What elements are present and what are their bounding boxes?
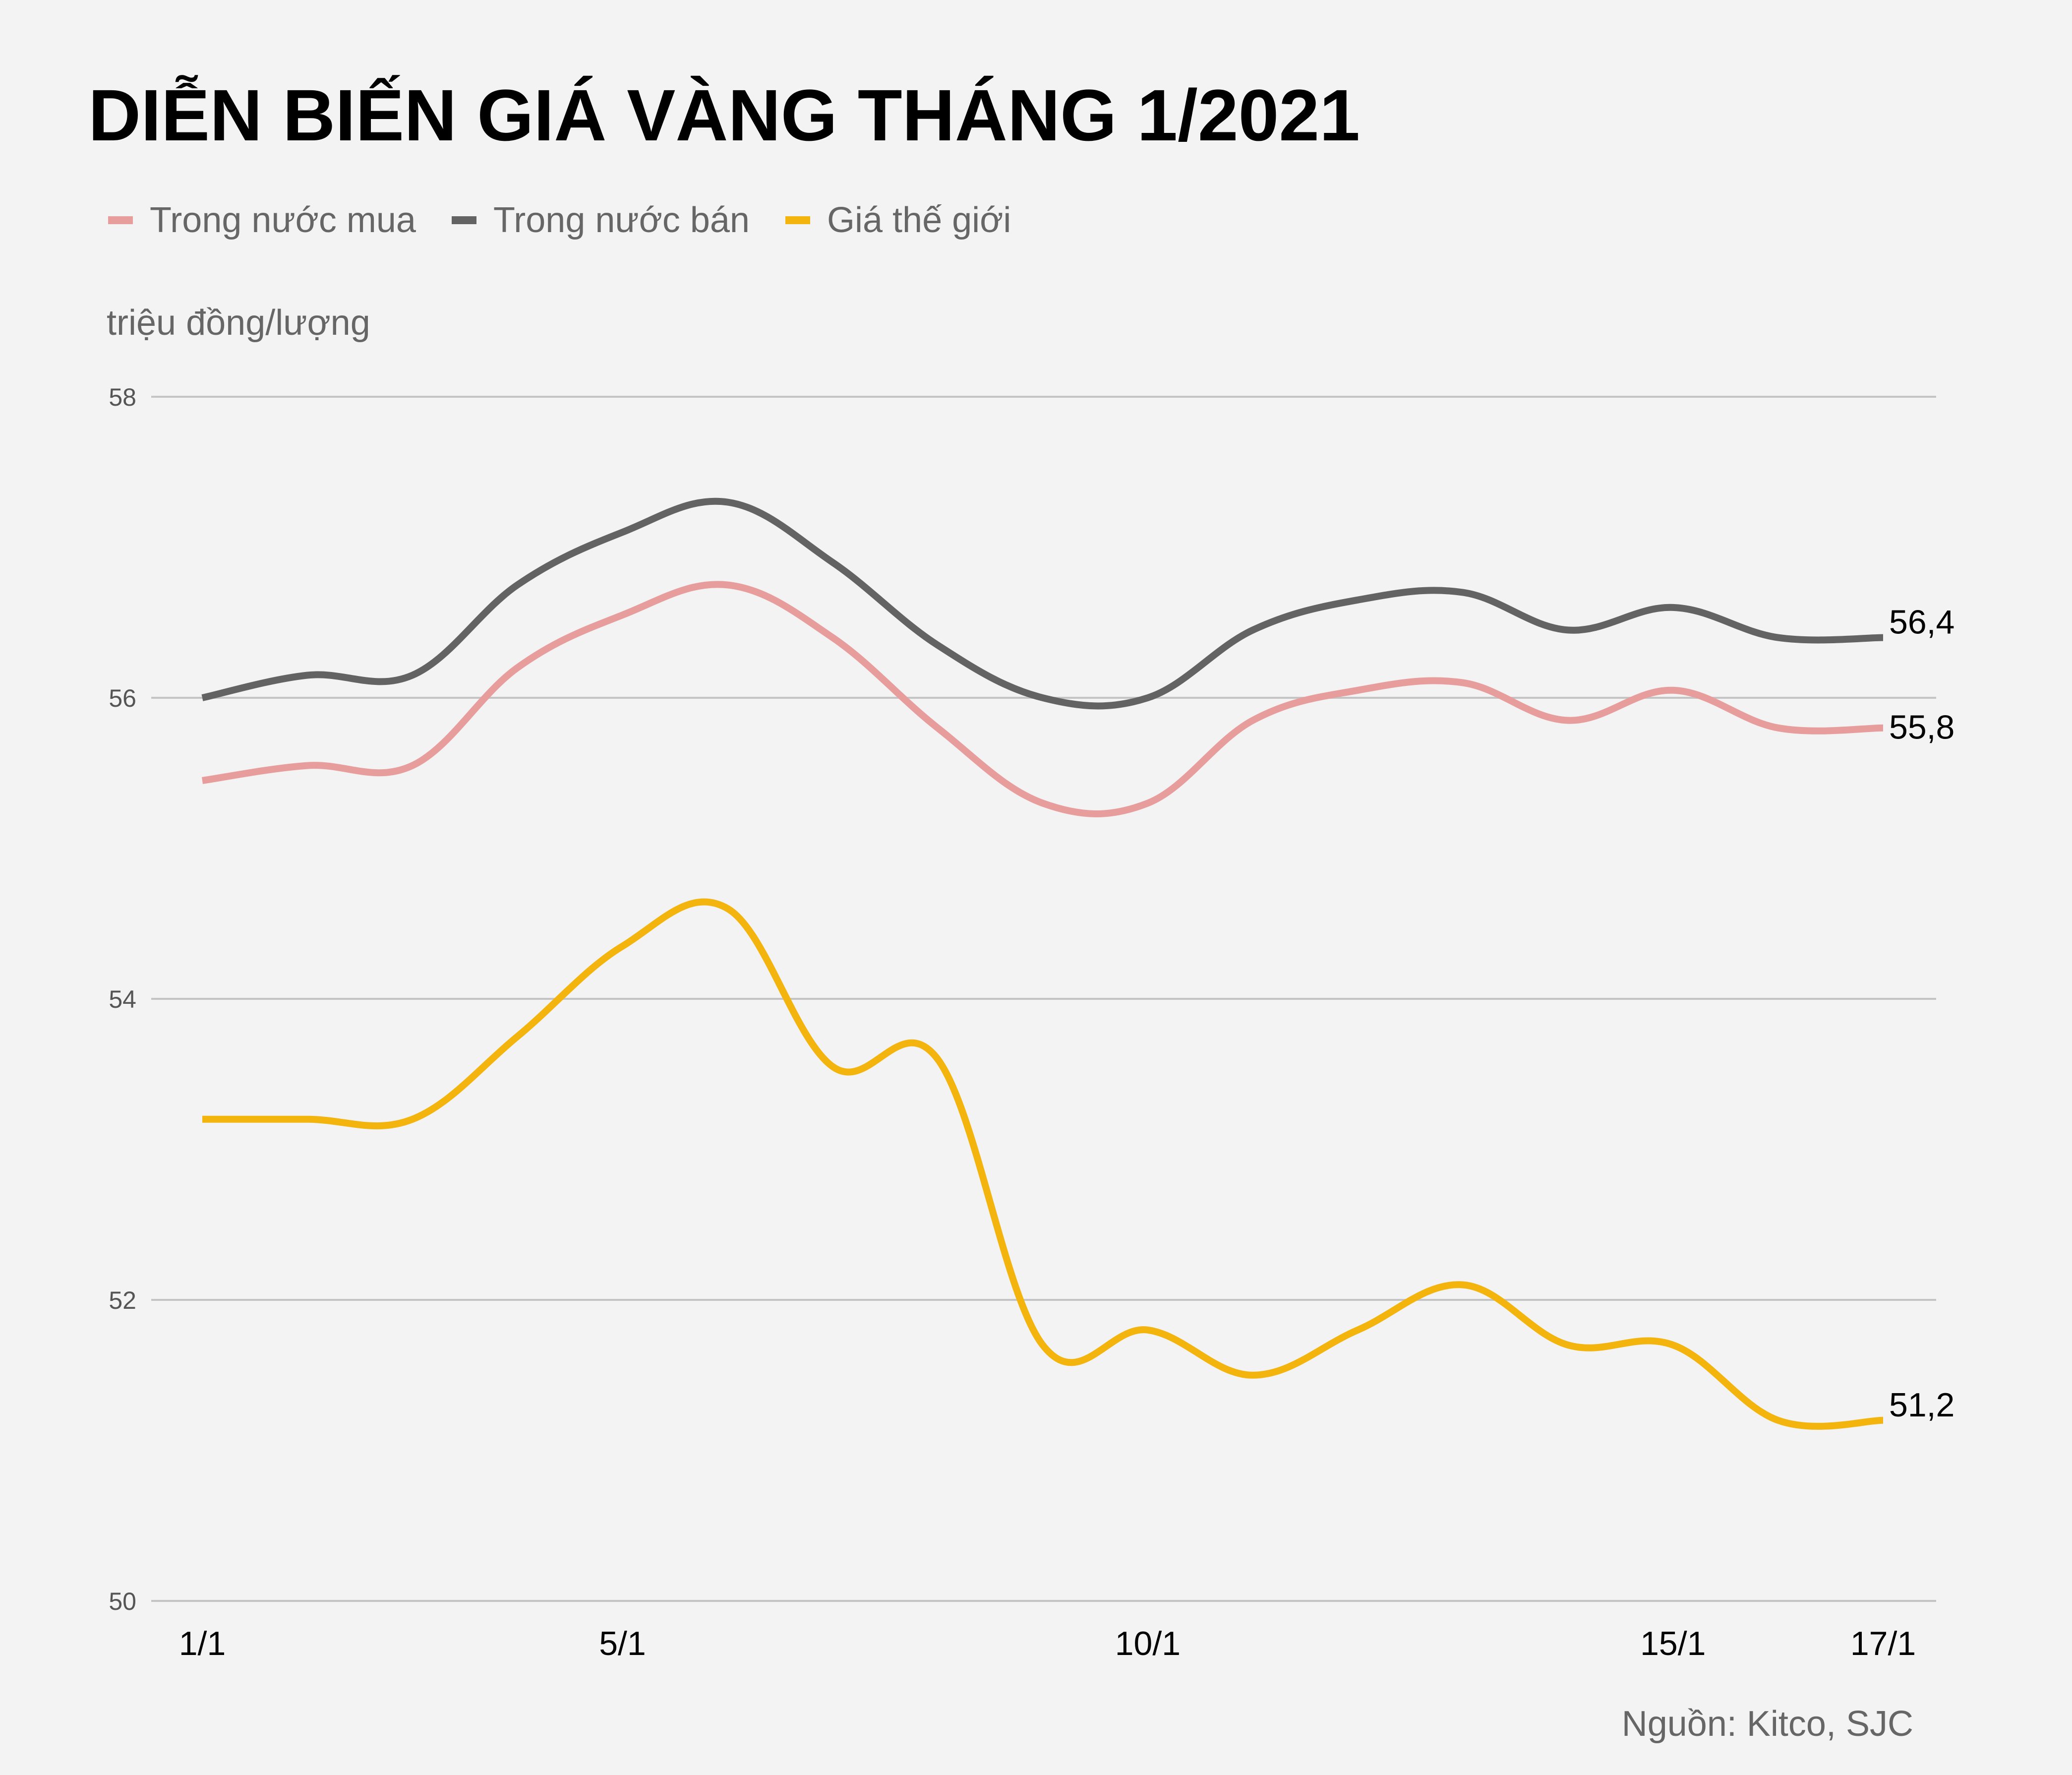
legend-label-world: Giá thế giới (827, 200, 1011, 240)
series-layer (201, 497, 1884, 1430)
legend: Trong nước mua Trong nước bán Giá thế gi… (108, 202, 1047, 238)
y-tick-label-58: 58 (109, 383, 136, 411)
legend-label-domestic-buy: Trong nước mua (150, 200, 416, 240)
x-tick-label-5-1: 5/1 (599, 1625, 646, 1662)
y-tick-label-56: 56 (109, 684, 136, 712)
x-tick-label-15-1: 15/1 (1640, 1625, 1706, 1662)
y-tick-labels: 50 52 54 56 58 (109, 383, 136, 1615)
grid-layer (151, 396, 1936, 1602)
y-tick-label-54: 54 (109, 985, 136, 1013)
chart-title: DIỄN BIẾN GIÁ VÀNG THÁNG 1/2021 (88, 75, 1360, 156)
series-line-domestic-buy (202, 581, 1884, 817)
x-tick-label-10-1: 10/1 (1115, 1625, 1181, 1662)
end-labels: 55,8 56,4 51,2 (1889, 604, 1954, 1424)
series-line-world (202, 898, 1884, 1430)
legend-swatch-domestic-sell (451, 216, 476, 224)
legend-swatch-world (785, 216, 810, 224)
y-axis-unit-label: triệu đồng/lượng (107, 303, 370, 343)
legend-swatch-domestic-buy (108, 216, 133, 224)
y-tick-label-50: 50 (109, 1588, 136, 1615)
source-note: Nguồn: Kitco, SJC (1621, 1704, 1913, 1744)
y-tick-label-52: 52 (109, 1286, 136, 1314)
series-line-domestic-sell (201, 497, 1884, 710)
end-label-domestic-sell: 56,4 (1889, 604, 1954, 641)
legend-label-domestic-sell: Trong nước bán (493, 200, 750, 240)
legend-item-domestic-sell: Trong nước bán (451, 200, 750, 240)
legend-item-domestic-buy: Trong nước mua (108, 202, 416, 238)
x-tick-labels: 1/1 5/1 10/1 15/1 17/1 (179, 1625, 1916, 1662)
x-tick-label-17-1: 17/1 (1850, 1625, 1916, 1662)
end-label-world: 51,2 (1889, 1386, 1954, 1424)
legend-item-world: Giá thế giới (785, 202, 1011, 238)
end-label-domestic-buy: 55,8 (1889, 709, 1954, 746)
x-tick-label-1-1: 1/1 (179, 1625, 226, 1662)
